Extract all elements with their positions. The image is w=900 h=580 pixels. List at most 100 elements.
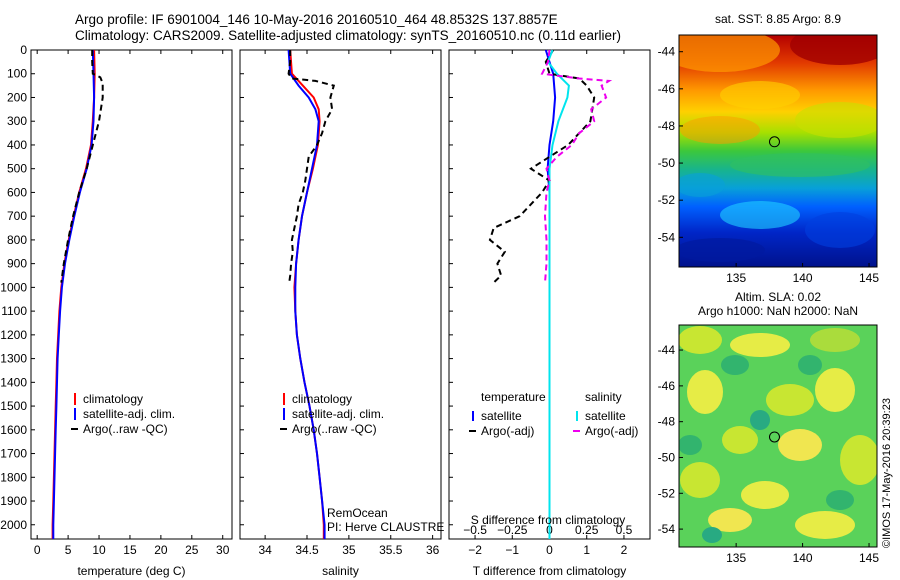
sla_map-ytick-label: -46 <box>658 379 676 393</box>
salinity-xlabel: salinity <box>322 564 359 578</box>
difference-xtick-label: 2 <box>621 543 628 557</box>
salinity-xtick-label: 34 <box>258 543 272 557</box>
s-difference-axis-label: S difference from climatology <box>471 513 626 527</box>
legend-group-title-salinity: salinity <box>585 390 622 404</box>
temperature-ytick-label: 2000 <box>0 518 27 532</box>
temperature-ytick-label: 800 <box>7 233 27 247</box>
imos-watermark: ©IMOS 17-May-2016 20:39:23 <box>881 398 893 548</box>
salinity-xtick-label: 36 <box>426 543 440 557</box>
temperature-ytick-label: 1000 <box>0 280 27 294</box>
temperature-ytick-label: 1600 <box>0 423 27 437</box>
sst_map-ytick-label: -54 <box>658 230 676 244</box>
sla_map-ytick-label: -44 <box>658 343 676 357</box>
sla-map-title: Altim. SLA: 0.02 <box>735 290 821 304</box>
sla_map-ytick-label: -54 <box>658 522 676 536</box>
temperature-ytick-label: 1400 <box>0 375 27 389</box>
temperature-ytick-label: 900 <box>7 257 27 271</box>
legend-label-argo-raw-qc: Argo(..raw -QC) <box>292 422 377 436</box>
legend-label-satellite-adj-clim: satellite-adj. clim. <box>83 407 175 421</box>
sla-map-subtitle: Argo h1000: NaN h2000: NaN <box>698 304 858 318</box>
difference-x2tick-label: −0.5 <box>463 523 487 537</box>
sla_map-ytick-label: -50 <box>658 450 676 464</box>
temperature-ytick-label: 100 <box>7 67 27 81</box>
legend-group-title-temperature: temperature <box>481 390 546 404</box>
temperature-xtick-label: 15 <box>123 543 137 557</box>
legend-label-temperature-argo-adj: Argo(-adj) <box>481 424 534 438</box>
difference-xtick-label: 0 <box>546 543 553 557</box>
temperature-ytick-label: 700 <box>7 209 27 223</box>
temperature-xtick-label: 30 <box>216 543 230 557</box>
difference-x2tick-label: 0.25 <box>575 523 599 537</box>
temperature-ytick-label: 300 <box>7 114 27 128</box>
sla_map-ytick-label: -52 <box>658 486 676 500</box>
sla_map-xtick-label: 145 <box>859 551 879 565</box>
temperature-profile-panel: 0 5 10 15 20 25 300100200300400500600700800900… <box>0 43 233 578</box>
header-title-line-2: Climatology: CARS2009. Satellite-adjuste… <box>75 28 621 43</box>
salinity-axes-frame <box>239 49 442 540</box>
temperature-ytick-label: 0 <box>20 43 27 57</box>
legend-label-temperature-satellite: satellite <box>481 409 522 423</box>
difference-x2tick-label: 0.5 <box>616 523 633 537</box>
sla_map-xtick-label: 135 <box>726 551 746 565</box>
salinity-xtick-label: 34.5 <box>295 543 319 557</box>
temperature-ytick-label: 1800 <box>0 470 27 484</box>
salinity-xtick-label: 35 <box>342 543 356 557</box>
temperature-axes-frame <box>30 49 233 540</box>
sst_map-ytick-label: -50 <box>658 156 676 170</box>
series-line-satellite-adj-clim <box>287 49 326 539</box>
legend-label-climatology: climatology <box>292 392 352 406</box>
sla-map-image <box>679 325 877 547</box>
sst-map-title: sat. SST: 8.85 Argo: 8.9 <box>715 12 841 26</box>
sst_map-ytick-label: -48 <box>658 119 676 133</box>
sst_map-ytick-label: -52 <box>658 193 676 207</box>
temperature-ytick-label: 1500 <box>0 399 27 413</box>
header-title-line-1: Argo profile: IF 6901004_146 10-May-2016… <box>75 12 558 27</box>
temperature-xlabel: temperature (deg C) <box>77 564 185 578</box>
temperature-ytick-label: 400 <box>7 138 27 152</box>
series-line-argo-raw-qc <box>60 50 104 283</box>
temperature-ytick-label: 1900 <box>0 494 27 508</box>
difference-xlabel: T difference from climatology <box>473 564 627 578</box>
sst_map-ytick-label: -46 <box>658 82 676 96</box>
sla-map-axes: 135 140 145 -44 -46 -48 -50 -52 -54 <box>658 343 880 565</box>
sla_map-xtick-label: 140 <box>793 551 813 565</box>
sst-argo-location-marker <box>768 136 780 148</box>
temperature-ytick-label: 600 <box>7 185 27 199</box>
salinity-profile-panel: 34 34.5 35 35.5 36 salinity climatologysatelli… <box>239 49 442 578</box>
series-line-satellite-adj-clim <box>52 49 96 539</box>
temperature-ytick-label: 1300 <box>0 352 27 366</box>
sst_map-xtick-label: 135 <box>726 271 746 285</box>
temperature-xtick-label: 10 <box>92 543 106 557</box>
sst_map-xtick-label: 145 <box>859 271 879 285</box>
legend-label-argo-raw-qc: Argo(..raw -QC) <box>83 422 168 436</box>
series-line-argo-raw-qc <box>287 50 336 282</box>
temperature-ytick-label: 200 <box>7 90 27 104</box>
sst_map-xtick-label: 140 <box>793 271 813 285</box>
series-line-temperature-argo-adj <box>488 49 596 284</box>
credit-line-1: RemOcean <box>327 506 388 520</box>
credit-line-2: PI: Herve CLAUSTRE <box>327 520 444 534</box>
difference-profile-panel: −2 −1 0 1 2−0.5 −0.25 0 0.25 0.5T difference fro… <box>448 49 651 578</box>
series-line-salinity-argo-adj <box>540 49 613 283</box>
temperature-xtick-label: 0 <box>34 543 41 557</box>
legend-label-satellite-adj-clim: satellite-adj. clim. <box>292 407 384 421</box>
difference-xtick-label: −2 <box>468 543 482 557</box>
difference-xtick-label: 1 <box>583 543 590 557</box>
sst_map-ytick-label: -44 <box>658 45 676 59</box>
difference-xtick-label: −1 <box>505 543 519 557</box>
sla-map-frame <box>678 324 878 548</box>
temperature-xtick-label: 20 <box>154 543 168 557</box>
sst-map-axes: 135 140 145 -44 -46 -48 -50 -52 -54 <box>658 45 880 285</box>
sst-map-image <box>679 35 877 267</box>
sla-argo-location-marker <box>768 431 780 443</box>
sla_map-ytick-label: -48 <box>658 415 676 429</box>
difference-x2tick-label: −0.25 <box>497 523 528 537</box>
temperature-ytick-label: 1700 <box>0 447 27 461</box>
salinity-xtick-label: 35.5 <box>379 543 403 557</box>
temperature-xtick-label: 5 <box>65 543 72 557</box>
legend-label-salinity-argo-adj: Argo(-adj) <box>585 424 638 438</box>
temperature-ytick-label: 1200 <box>0 328 27 342</box>
temperature-xtick-label: 25 <box>185 543 199 557</box>
temperature-ytick-label: 500 <box>7 162 27 176</box>
